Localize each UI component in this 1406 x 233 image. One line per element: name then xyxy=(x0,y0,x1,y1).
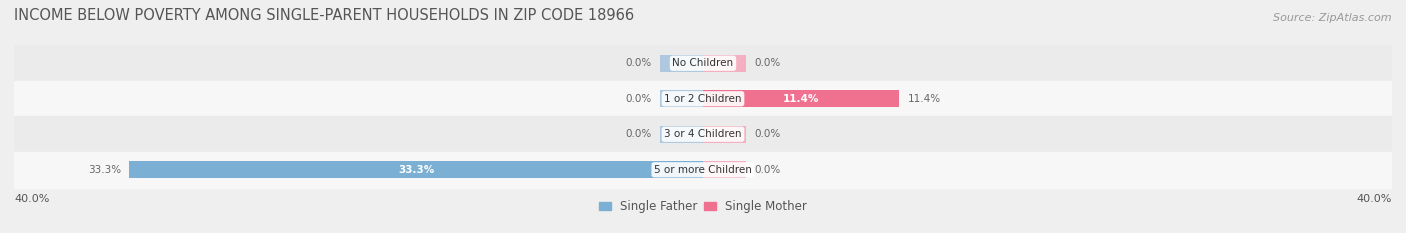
Bar xyxy=(14,45,1392,81)
Bar xyxy=(703,55,747,72)
Legend: Single Father, Single Mother: Single Father, Single Mother xyxy=(595,195,811,218)
Bar xyxy=(703,161,747,178)
Bar xyxy=(14,116,1392,152)
Text: 11.4%: 11.4% xyxy=(783,94,820,104)
Bar xyxy=(129,161,703,178)
Text: 0.0%: 0.0% xyxy=(755,165,780,175)
Bar xyxy=(703,126,747,143)
Bar xyxy=(14,81,1392,116)
Text: 0.0%: 0.0% xyxy=(755,58,780,68)
Text: 11.4%: 11.4% xyxy=(908,94,941,104)
Bar xyxy=(703,90,900,107)
Text: 0.0%: 0.0% xyxy=(626,94,651,104)
Text: 1 or 2 Children: 1 or 2 Children xyxy=(664,94,742,104)
Bar xyxy=(659,55,703,72)
Text: 0.0%: 0.0% xyxy=(626,58,651,68)
Text: 5 or more Children: 5 or more Children xyxy=(654,165,752,175)
Text: 33.3%: 33.3% xyxy=(87,165,121,175)
Bar xyxy=(659,126,703,143)
Text: 3 or 4 Children: 3 or 4 Children xyxy=(664,129,742,139)
Text: No Children: No Children xyxy=(672,58,734,68)
Text: INCOME BELOW POVERTY AMONG SINGLE-PARENT HOUSEHOLDS IN ZIP CODE 18966: INCOME BELOW POVERTY AMONG SINGLE-PARENT… xyxy=(14,7,634,23)
Bar xyxy=(659,90,703,107)
Text: 0.0%: 0.0% xyxy=(755,129,780,139)
Text: 0.0%: 0.0% xyxy=(626,129,651,139)
Bar xyxy=(14,152,1392,188)
Text: Source: ZipAtlas.com: Source: ZipAtlas.com xyxy=(1274,13,1392,23)
Text: 40.0%: 40.0% xyxy=(1357,194,1392,204)
Text: 40.0%: 40.0% xyxy=(14,194,49,204)
Text: 33.3%: 33.3% xyxy=(398,165,434,175)
